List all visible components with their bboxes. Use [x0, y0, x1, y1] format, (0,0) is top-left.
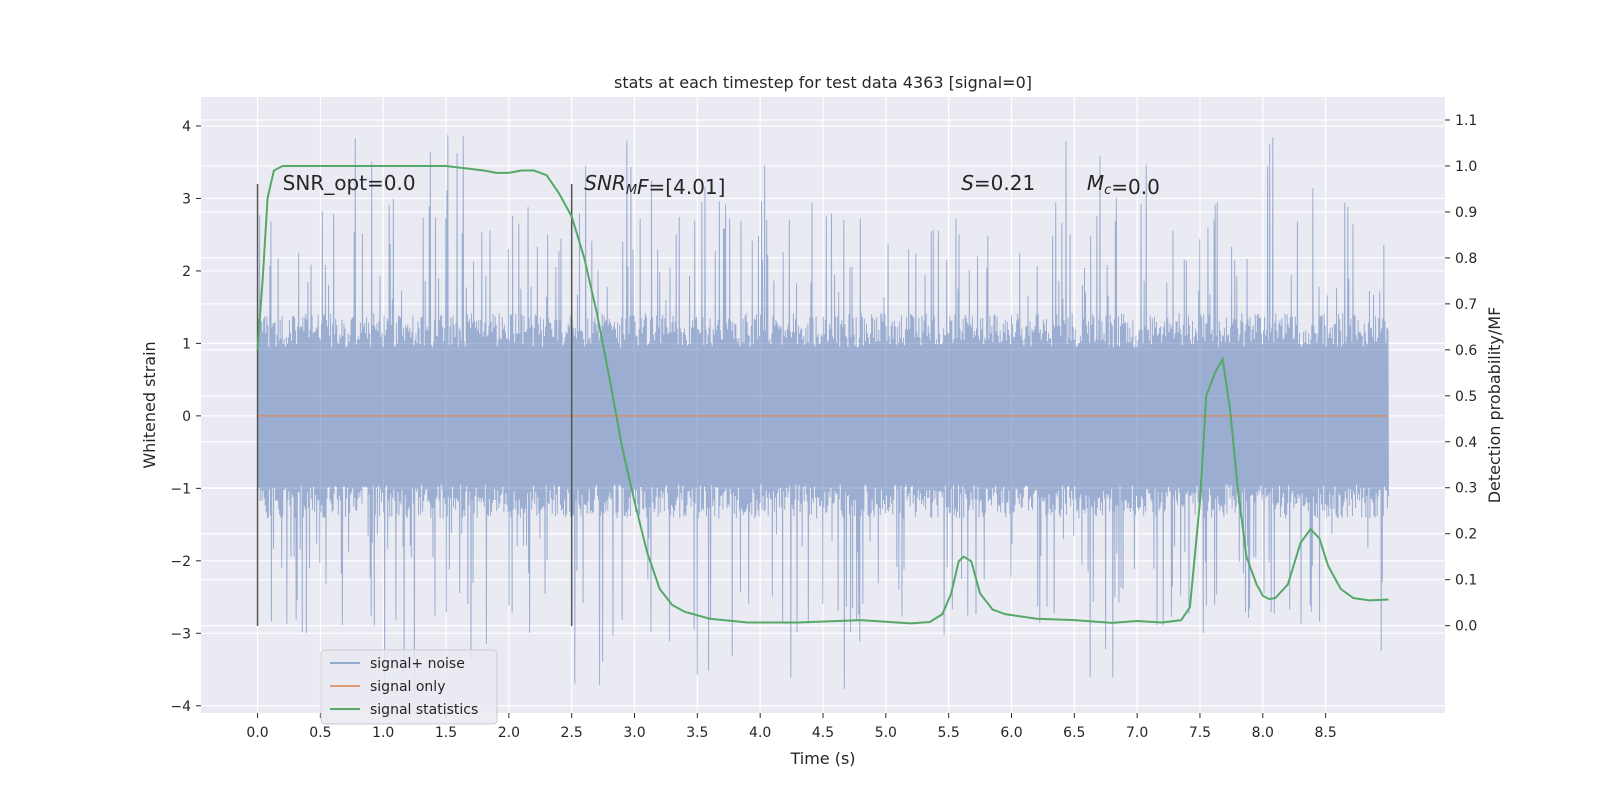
- y-axis-right-label: Detection probability/MF: [1485, 307, 1504, 504]
- y-tick-label-2: −2: [170, 554, 191, 570]
- x-axis-label: Time (s): [789, 749, 855, 768]
- x-tick-label-8: 4.0: [749, 725, 771, 741]
- y-right-tick-label-9: 0.9: [1455, 205, 1477, 221]
- y-tick-label-0: −4: [170, 699, 191, 715]
- x-tick-label-5: 2.5: [561, 725, 583, 741]
- y-right-tick-label-0: 0.0: [1455, 619, 1477, 635]
- y-right-tick-label-5: 0.5: [1455, 389, 1477, 405]
- x-tick-label-2: 1.0: [372, 725, 394, 741]
- y-right-tick-label-10: 1.0: [1455, 159, 1477, 175]
- y-right-tick-label-4: 0.4: [1455, 435, 1477, 451]
- y-tick-label-3: −1: [170, 481, 191, 497]
- y-tick-label-7: 3: [182, 191, 191, 207]
- chart-title: stats at each timestep for test data 436…: [614, 73, 1032, 92]
- x-tick-label-15: 7.5: [1189, 725, 1211, 741]
- x-tick-label-14: 7.0: [1126, 725, 1148, 741]
- vertical-markers: [256, 183, 573, 627]
- x-tick-label-9: 4.5: [812, 725, 834, 741]
- y-tick-label-6: 2: [182, 264, 191, 280]
- x-tick-label-6: 3.0: [623, 725, 645, 741]
- y-tick-label-8: 4: [182, 119, 191, 135]
- y-axis-label: Whitened strain: [140, 341, 159, 468]
- y-tick-label-4: 0: [182, 409, 191, 425]
- annotations: SNR_opt=0.0 SNRMF=[4.01] S=0.21 Mc=0.0: [283, 171, 1160, 199]
- y-right-tick-label-6: 0.6: [1455, 343, 1477, 359]
- x-tick-label-3: 1.5: [435, 725, 457, 741]
- y-right-tick-label-7: 0.7: [1455, 297, 1477, 313]
- annotation-snr-opt: SNR_opt=0.0: [283, 171, 416, 195]
- legend-label-signal-only: signal only: [370, 679, 445, 695]
- y-right-tick-label-1: 0.1: [1455, 573, 1477, 589]
- x-tick-label-13: 6.5: [1063, 725, 1085, 741]
- legend-label-signal-statistics: signal statistics: [370, 702, 478, 718]
- legend-box: [320, 649, 498, 725]
- tick-labels: 0.0 0.5 1.0 1.5 2.0 2.5 3.0 3.5 4.0 4.5 5.0 5.5 6.0 6…: [170, 113, 1477, 741]
- x-tick-label-12: 6.0: [1000, 725, 1022, 741]
- y-tick-label-1: −3: [170, 626, 191, 642]
- x-tick-label-16: 8.0: [1252, 725, 1274, 741]
- x-tick-label-7: 3.5: [686, 725, 708, 741]
- signal-statistics-line: [256, 164, 1389, 625]
- legend: signal+ noise signal only signal statist…: [320, 649, 498, 725]
- x-tick-label-0: 0.0: [246, 725, 268, 741]
- x-tick-label-4: 2.0: [498, 725, 520, 741]
- y-tick-label-5: 1: [182, 336, 191, 352]
- y-right-tick-label-11: 1.1: [1455, 113, 1477, 129]
- x-tick-label-1: 0.5: [309, 725, 331, 741]
- y-right-tick-label-3: 0.3: [1455, 481, 1477, 497]
- x-tick-label-10: 5.0: [875, 725, 897, 741]
- y-right-tick-label-2: 0.2: [1455, 527, 1477, 543]
- y-right-tick-label-8: 0.8: [1455, 251, 1477, 267]
- annotation-mc: Mc=0.0: [1087, 171, 1160, 199]
- x-tick-label-17: 8.5: [1314, 725, 1336, 741]
- annotation-snr-mf: SNRMF=[4.01]: [584, 171, 725, 199]
- legend-label-signal-noise: signal+ noise: [370, 656, 465, 672]
- annotation-s: S=0.21: [961, 171, 1035, 195]
- x-tick-label-11: 5.5: [938, 725, 960, 741]
